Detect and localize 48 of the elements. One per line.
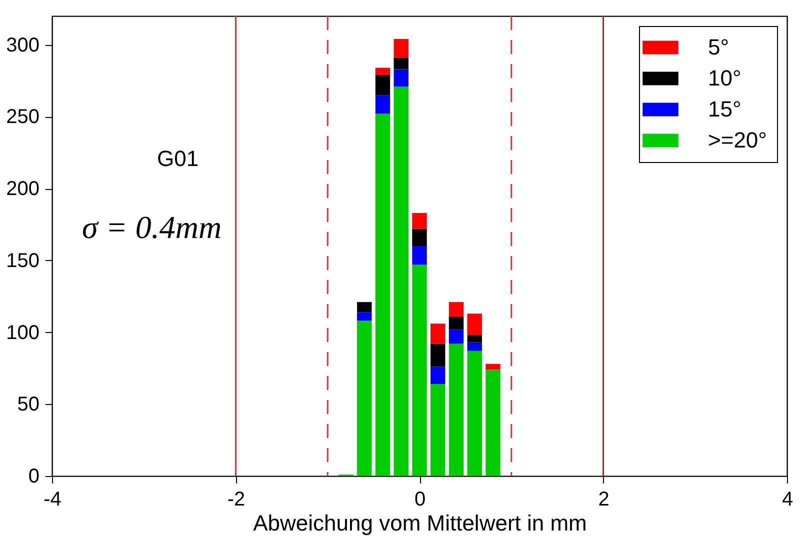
y-tick-label: 300 [6,34,40,56]
bar [375,95,390,114]
bar [467,350,482,476]
x-tick-label: -2 [227,488,246,510]
bar [430,384,446,476]
bar [486,370,500,476]
x-tick-label: 0 [414,488,426,510]
bar [412,228,427,246]
legend-label: >=20° [708,128,767,152]
x-tick-label: 4 [782,488,794,510]
y-tick-label: 50 [17,394,40,416]
bar [448,316,464,330]
bar [486,364,500,370]
y-tick-label: 250 [6,106,40,128]
bar [448,329,464,344]
bar [394,69,408,86]
x-tick-label: 2 [598,488,610,510]
bar [467,342,482,351]
x-axis-title: Abweichung vom Mittelwert in mm [253,510,587,536]
bar [375,68,390,75]
x-tick-label: -4 [44,488,62,510]
bar [412,212,427,229]
legend-label: 15° [708,96,742,122]
bar [394,39,408,58]
bar [467,335,482,342]
bar [430,344,446,367]
bar [467,314,482,336]
bar [412,246,427,265]
y-tick-label: 0 [28,466,40,488]
bar [357,302,372,312]
legend-label: 10° [708,66,742,90]
bar [448,344,464,476]
bar [430,324,446,344]
bar [430,366,446,384]
bar [448,302,464,316]
bar [412,264,427,476]
y-tick-label: 200 [6,178,40,200]
legend-label: 5° [708,34,730,60]
y-tick-label: 100 [6,322,40,344]
bar [357,312,372,321]
bar [394,86,408,476]
bar [394,58,408,70]
bar [375,74,390,96]
annotation: σ = 0.4mm [82,209,222,245]
annotation: G01 [157,146,199,171]
y-tick-label: 150 [6,250,40,272]
bar [375,114,390,476]
bar [357,320,372,476]
